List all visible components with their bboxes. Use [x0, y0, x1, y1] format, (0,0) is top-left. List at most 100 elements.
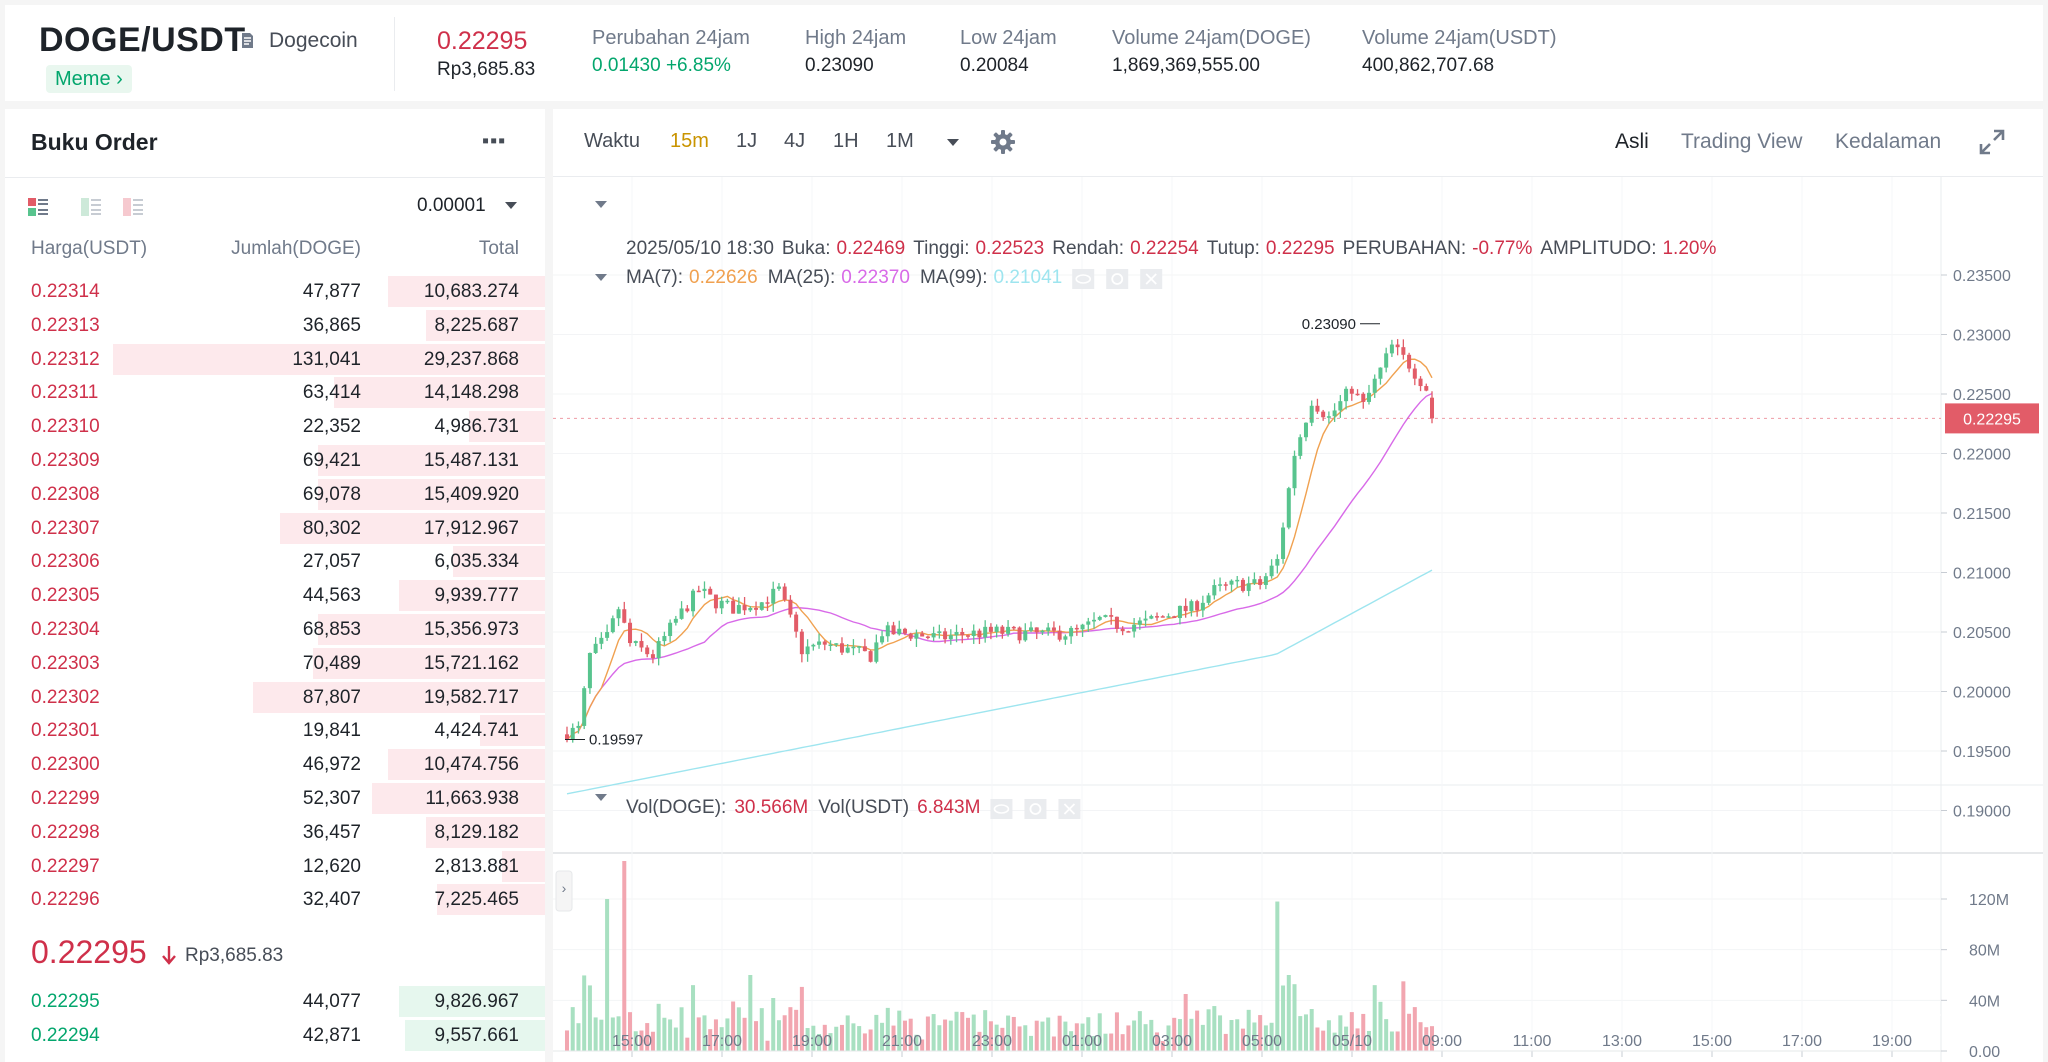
candle-body	[1212, 585, 1217, 596]
ask-price: 0.22305	[31, 585, 100, 607]
ask-row[interactable]: 0.22310 22,352 4,986.731	[5, 410, 545, 443]
ask-row[interactable]: 0.22306 27,057 6,035.334	[5, 545, 545, 578]
candle-body	[1298, 437, 1303, 456]
ask-amount: 36,457	[302, 821, 361, 843]
time-label[interactable]: Waktu	[584, 130, 640, 152]
ask-row[interactable]: 0.22305 44,563 9,939.777	[5, 579, 545, 612]
order-book-title: Buku Order	[31, 129, 158, 155]
both-sides-view-icon[interactable]	[28, 198, 48, 216]
more-intervals-icon[interactable]	[946, 138, 960, 147]
toggle-volume-visibility[interactable]	[990, 799, 1013, 819]
ask-total: 7,225.465	[434, 889, 519, 911]
asks-only-view-icon[interactable]	[123, 198, 143, 216]
ask-row[interactable]: 0.22304 68,853 15,356.973	[5, 613, 545, 646]
volume-bar	[1269, 1022, 1274, 1051]
coin-name-link[interactable]: Dogecoin	[269, 29, 358, 52]
candle-body	[771, 588, 776, 604]
document-icon[interactable]	[241, 32, 254, 49]
ask-row[interactable]: 0.22313 36,865 8,225.687	[5, 309, 545, 342]
ask-total: 15,721.162	[423, 652, 519, 674]
volume-bar	[1206, 1009, 1211, 1051]
ask-row[interactable]: 0.22303 70,489 15,721.162	[5, 647, 545, 680]
interval-15m[interactable]: 15m	[670, 130, 709, 152]
settings-gear-icon[interactable]	[990, 129, 1016, 155]
candle-body	[1246, 583, 1251, 591]
ask-total: 8,129.182	[434, 821, 519, 843]
candle-body	[1366, 392, 1371, 402]
gear-icon	[1029, 803, 1042, 815]
volume-bar	[908, 1018, 913, 1051]
collapse-caret-icon[interactable]	[595, 794, 607, 801]
bids-only-view-icon[interactable]	[81, 198, 101, 216]
stat-label: Volume 24jam(USDT)	[1362, 27, 1557, 49]
volume-bar	[1051, 1036, 1056, 1051]
ask-row[interactable]: 0.22309 69,421 15,487.131	[5, 444, 545, 477]
depth-bar	[399, 986, 545, 1017]
volume-bar	[702, 1015, 707, 1051]
ask-row[interactable]: 0.22296 32,407 7,225.465	[5, 883, 545, 916]
interval-1h[interactable]: 1H	[833, 130, 859, 152]
ma-value: 0.22626	[689, 267, 758, 288]
toggle-ma-visibility[interactable]	[1072, 269, 1095, 289]
candle-body	[1269, 565, 1274, 577]
ask-row[interactable]: 0.22299 52,307 11,663.938	[5, 782, 545, 815]
volume-bar	[1132, 1020, 1137, 1051]
ma-settings[interactable]	[1106, 269, 1129, 289]
ask-row[interactable]: 0.22312 131,041 29,237.868	[5, 343, 545, 376]
bid-price: 0.22294	[31, 1024, 100, 1046]
candle-body	[1189, 601, 1194, 612]
more-options-icon[interactable]: ▪▪▪	[482, 130, 507, 152]
depth-bar	[253, 681, 545, 713]
candle-body	[662, 636, 667, 642]
bid-row[interactable]: 0.22294 42,871 9,557.661	[5, 1019, 545, 1052]
depth-bar	[372, 783, 545, 814]
meme-tag[interactable]: Meme ›	[46, 65, 132, 93]
ask-amount: 32,407	[302, 889, 361, 911]
ask-row[interactable]: 0.22297 12,620 2,813.881	[5, 850, 545, 883]
interval-4j[interactable]: 4J	[784, 130, 806, 152]
ask-row[interactable]: 0.22307 80,302 17,912.967	[5, 512, 545, 545]
view-tab-depth[interactable]: Kedalaman	[1835, 130, 1942, 153]
fullscreen-icon[interactable]	[1979, 129, 2005, 155]
volume-value: 6.843M	[917, 797, 980, 818]
time-axis-label: 23:00	[972, 1033, 1012, 1050]
volume-bar	[1401, 981, 1406, 1051]
volume-settings[interactable]	[1024, 799, 1047, 819]
ask-row[interactable]: 0.22302 87,807 19,582.717	[5, 681, 545, 714]
volume-bar	[1149, 1019, 1154, 1051]
ask-row[interactable]: 0.22314 47,877 10,683.274	[5, 275, 545, 308]
scroll-left-handle[interactable]	[555, 870, 573, 912]
ask-row[interactable]: 0.22300 46,972 10,474.756	[5, 748, 545, 781]
volume-bar	[897, 1010, 902, 1051]
volume-bar	[1395, 1031, 1400, 1051]
volume-bar	[748, 975, 753, 1051]
candle-body	[1000, 626, 1005, 634]
chevron-down-icon[interactable]	[505, 202, 517, 209]
pair-title[interactable]: DOGE/USDT	[39, 21, 246, 59]
ask-row[interactable]: 0.22308 69,078 15,409.920	[5, 478, 545, 511]
tick-size-select[interactable]: 0.00001	[417, 195, 486, 216]
candle-body	[742, 605, 747, 611]
ask-row[interactable]: 0.22311 63,414 14,148.298	[5, 376, 545, 409]
bid-row[interactable]: 0.22295 44,077 9,826.967	[5, 985, 545, 1018]
view-tab-original[interactable]: Asli	[1615, 130, 1649, 153]
collapse-caret-icon[interactable]	[595, 201, 607, 208]
volume-bar	[1189, 1018, 1194, 1051]
candle-body	[576, 725, 581, 728]
view-tab-tradingview[interactable]: Trading View	[1681, 130, 1803, 153]
candle-body	[1418, 378, 1423, 387]
candle-body	[1223, 584, 1228, 586]
candle-body	[1309, 405, 1314, 423]
candle-body	[1218, 584, 1223, 586]
interval-1m[interactable]: 1M	[886, 130, 914, 152]
volume-bar	[1177, 1019, 1182, 1051]
ask-row[interactable]: 0.22301 19,841 4,424.741	[5, 714, 545, 747]
collapse-caret-icon[interactable]	[595, 274, 607, 281]
ohlc-value: 0.22254	[1130, 238, 1199, 259]
interval-1j[interactable]: 1J	[736, 130, 758, 152]
volume-bar	[1424, 1027, 1429, 1051]
price-chart[interactable]: 0.23090 0.19597 0.22295 › 0.23500 0.23000 0.2…	[553, 177, 2043, 1062]
volume-bar	[679, 1007, 684, 1051]
ask-row[interactable]: 0.22298 36,457 8,129.182	[5, 816, 545, 849]
volume-bar	[1309, 1009, 1314, 1051]
